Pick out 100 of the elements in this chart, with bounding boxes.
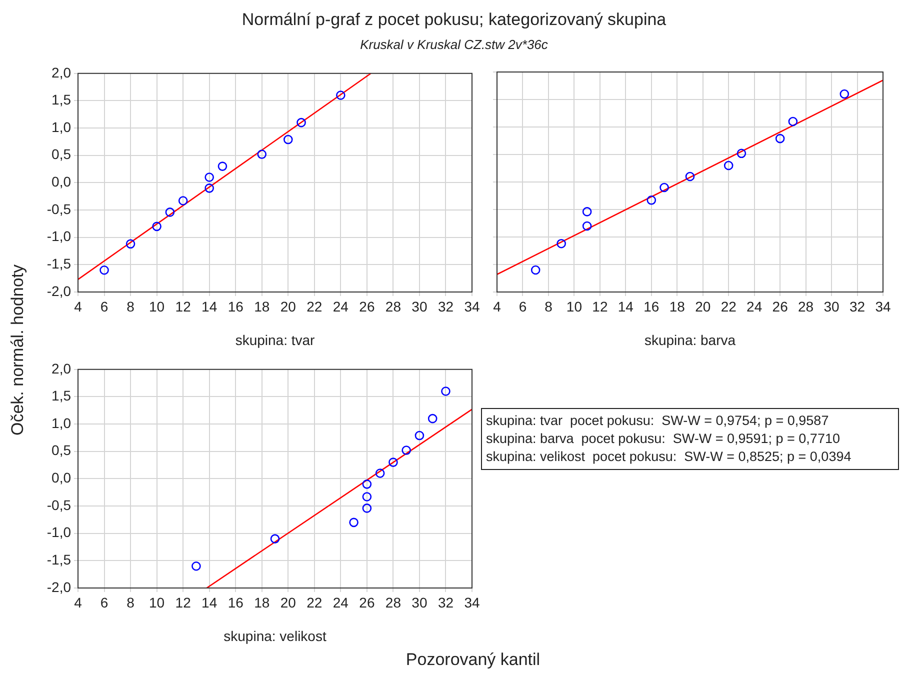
- point: [283, 134, 293, 144]
- x-tick-label: 22: [720, 298, 737, 314]
- point: [204, 184, 214, 193]
- x-tick-label: 30: [412, 594, 428, 610]
- x-tick-label: 4: [493, 298, 502, 314]
- x-tick-label: 12: [175, 298, 192, 314]
- x-tick-label: 12: [592, 298, 608, 314]
- x-tick-label: 34: [875, 298, 891, 314]
- point: [388, 458, 398, 467]
- point: [530, 265, 540, 275]
- y-tick-label: 2,0: [52, 64, 72, 80]
- point: [582, 221, 592, 231]
- text: skupina: velikost pocet pokusu: SW-W = 0,8525; p = 0,0394: [486, 448, 852, 466]
- point: [126, 239, 136, 249]
- text: skupina: velikost: [222, 628, 328, 644]
- y-tick-label: 0,5: [52, 442, 72, 458]
- x-tick-label: 10: [149, 298, 165, 314]
- x-tick-label: 16: [644, 298, 660, 314]
- x-tick-label: 18: [254, 298, 270, 314]
- point: [362, 504, 372, 513]
- y-tick-label: 1,0: [52, 118, 72, 135]
- x-tick-label: 6: [100, 298, 108, 314]
- x-tick-label: 28: [385, 594, 402, 610]
- y-tick-label: -1,5: [46, 552, 72, 568]
- x-tick-label: 28: [798, 298, 814, 314]
- point: [775, 134, 785, 144]
- point: [296, 118, 306, 128]
- point: [362, 492, 372, 502]
- point: [402, 446, 411, 455]
- text: skupina: tvar: [234, 332, 316, 348]
- y-tick-label: 1,5: [52, 388, 72, 404]
- point: [788, 116, 798, 126]
- x-tick-label: 10: [566, 298, 582, 314]
- y-tick-label: -1,0: [46, 524, 72, 540]
- y-tick-label: 0,0: [52, 174, 72, 190]
- x-tick-label: 22: [306, 594, 322, 610]
- point: [336, 90, 346, 100]
- y-tick-label: -2,0: [46, 282, 72, 299]
- point: [556, 238, 566, 248]
- x-tick-label: 20: [280, 594, 296, 610]
- x-tick-label: 20: [695, 298, 711, 314]
- x-tick-label: 8: [126, 594, 135, 610]
- chart-title: Normální p-graf z pocet pokusu; kategorizovaný skupina: [240, 10, 668, 30]
- point: [582, 207, 592, 216]
- chart-subtitle: Kruskal v Kruskal CZ.stw 2v*36c: [359, 37, 549, 52]
- x-tick-label: 30: [824, 298, 840, 314]
- x-tick-label: 30: [412, 298, 428, 314]
- point: [165, 208, 175, 217]
- point: [192, 561, 201, 571]
- point: [204, 172, 214, 182]
- point: [362, 480, 372, 489]
- x-tick-label: 10: [149, 594, 165, 610]
- x-tick-label: 28: [385, 298, 402, 314]
- y-axis-title: Oček. normál. hodnoty: [8, 263, 28, 438]
- y-tick-label: -2,0: [46, 578, 72, 595]
- point: [349, 518, 358, 528]
- x-tick-label: 20: [280, 298, 296, 314]
- x-tick-label: 18: [254, 594, 270, 610]
- point: [100, 265, 109, 275]
- x-tick-label: 24: [332, 594, 349, 610]
- text: skupina: barva: [643, 332, 737, 348]
- x-tick-label: 14: [202, 594, 218, 610]
- x-tick-label: 32: [438, 298, 454, 314]
- x-tick-label: 8: [544, 298, 553, 314]
- x-tick-label: 26: [359, 594, 375, 610]
- x-tick-label: 26: [772, 298, 788, 314]
- point: [840, 89, 850, 99]
- x-tick-label: 22: [306, 298, 322, 314]
- point: [152, 222, 162, 232]
- x-tick-label: 34: [464, 594, 480, 610]
- x-axis-title: Pozorovaný kantil: [404, 650, 542, 670]
- y-tick-label: 1,0: [52, 414, 72, 431]
- point: [724, 160, 734, 170]
- x-tick-label: 32: [849, 298, 866, 314]
- y-tick-label: -1,0: [46, 228, 72, 244]
- x-tick-label: 24: [746, 298, 762, 314]
- text: skupina: tvar pocet pokusu: SW-W = 0,9754; p = 0,9587: [486, 412, 830, 430]
- x-tick-label: 12: [175, 594, 192, 610]
- x-tick-label: 6: [100, 594, 108, 610]
- point: [178, 196, 188, 206]
- x-tick-label: 16: [228, 594, 244, 610]
- x-tick-label: 26: [359, 298, 375, 314]
- y-tick-label: -0,5: [46, 496, 72, 513]
- x-tick-label: 4: [74, 594, 82, 610]
- y-tick-label: 0,5: [52, 146, 72, 162]
- point: [428, 414, 438, 424]
- x-tick-label: 14: [618, 298, 634, 314]
- y-tick-label: -0,5: [46, 200, 72, 217]
- point: [736, 148, 746, 158]
- y-tick-label: 2,0: [52, 360, 72, 376]
- y-tick-label: -1,5: [46, 256, 72, 272]
- point: [685, 172, 695, 182]
- x-tick-label: 24: [332, 298, 349, 314]
- x-tick-label: 34: [464, 298, 480, 314]
- point: [441, 386, 450, 396]
- point: [414, 430, 424, 440]
- text: skupina: barva pocet pokusu: SW-W = 0,9591; p = 0,7710: [486, 430, 841, 448]
- point: [257, 150, 267, 159]
- x-tick-label: 4: [74, 298, 82, 314]
- y-tick-label: 0,0: [52, 470, 72, 486]
